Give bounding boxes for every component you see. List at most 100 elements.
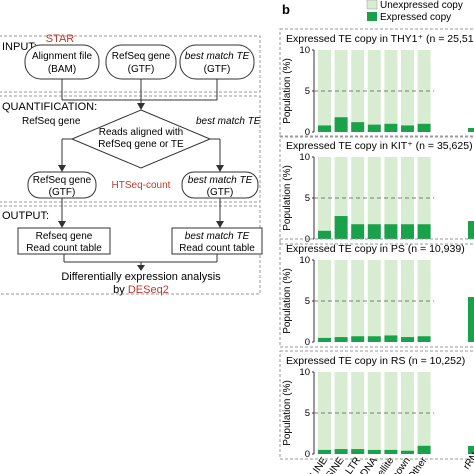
alignment-file-line1: Alignment file [32, 51, 92, 62]
chart-panel-4: Expressed TE copy in RS (n = 10,252) Popu… [279, 350, 474, 460]
chart-title: Expressed TE copy in THY1⁺ (n = 25,513) [286, 33, 474, 45]
bar-expressed [384, 224, 398, 239]
bar-expressed [384, 335, 398, 342]
alignment-file-line2: (BAM) [48, 64, 76, 75]
htseq-count-label: HTSeq-count [112, 180, 171, 191]
clipped-adjacent-bar [468, 297, 474, 342]
clipped-adjacent-bar [468, 446, 474, 454]
y-axis-label: Population (%) [282, 165, 293, 231]
bar-unexpressed [417, 157, 431, 239]
bar-expressed [351, 224, 365, 239]
bar-unexpressed [417, 372, 431, 454]
bar-expressed [318, 230, 331, 239]
legend-swatch-expressed [367, 12, 377, 21]
expressed-te-charts: b Unexpressed copy Expressed copy Expres… [279, 0, 474, 474]
chart-frame [279, 238, 474, 348]
bar-expressed [401, 337, 414, 342]
y-axis-label: Population (%) [282, 268, 293, 334]
charts-root: Expressed TE copy in THY1⁺ (n = 25,513) P… [279, 28, 474, 474]
bar-expressed [401, 125, 414, 132]
y-tick-label: 0 [305, 449, 310, 460]
best-match-gtf-line1: best match TE [188, 175, 253, 186]
bar-expressed [351, 122, 365, 132]
panel-b-letter: b [282, 2, 290, 17]
extra-category-label: rRNA [461, 445, 474, 472]
refseq-gene-input-line1: RefSeq gene [112, 51, 171, 62]
y-tick-label: 10 [299, 45, 310, 56]
bar-expressed [318, 337, 331, 342]
decision-diamond [70, 109, 212, 169]
bar-unexpressed [384, 372, 398, 454]
quantification-label: QUANTIFICATION: [2, 101, 97, 113]
bar-expressed [367, 336, 381, 342]
bar-expressed [334, 337, 348, 342]
chart-panel-1: Expressed TE copy in THY1⁺ (n = 25,513) P… [279, 28, 474, 138]
y-tick-label: 5 [305, 193, 310, 204]
bar-unexpressed [367, 50, 381, 132]
bar-expressed [351, 449, 365, 454]
clipped-adjacent-bar [468, 221, 474, 239]
bar-expressed [334, 117, 348, 132]
bar-unexpressed [384, 157, 398, 239]
best-match-te-input-line1: best match TE [185, 51, 250, 62]
chart-frame [279, 135, 474, 245]
bar-expressed [318, 449, 331, 454]
chart-title: Expressed TE copy in KIT⁺ (n = 35,625) [286, 140, 473, 152]
y-tick-label: 10 [299, 152, 310, 163]
bar-expressed [417, 336, 431, 342]
out-right-line1: best match TE [185, 231, 250, 242]
bar-unexpressed [367, 157, 381, 239]
bar-unexpressed [367, 260, 381, 342]
bar-expressed [417, 123, 431, 132]
input-label: INPUT: [2, 41, 37, 53]
pipeline-flowchart: INPUT: QUANTIFICATION: OUTPUT: STAR Alig… [0, 33, 263, 296]
bar-unexpressed [334, 372, 348, 454]
out-left-line2: Read count table [26, 243, 102, 254]
y-tick-label: 0 [305, 337, 310, 348]
bar-unexpressed [334, 260, 348, 342]
bar-unexpressed [334, 50, 348, 132]
output-label: OUTPUT: [2, 210, 49, 222]
chart-title: Expressed TE copy in RS (n = 10,252) [286, 355, 465, 367]
diamond-line2: RefSeq gene or TE [98, 139, 184, 150]
bar-expressed [334, 216, 348, 239]
input-section-frame [0, 35, 261, 93]
y-tick-label: 5 [305, 296, 310, 307]
refseq-read-count-box [17, 227, 111, 255]
bar-expressed [401, 224, 414, 239]
legend-unexpressed: Unexpressed copy [380, 0, 463, 11]
diamond-line1: Reads aligned with [99, 127, 184, 138]
bar-unexpressed [417, 50, 431, 132]
bar-unexpressed [384, 50, 398, 132]
y-axis-label: Population (%) [282, 58, 293, 124]
y-tick-label: 10 [299, 255, 310, 266]
bar-expressed [367, 449, 381, 454]
best-match-gtf-line2: (GTF) [207, 187, 234, 198]
bar-expressed [417, 224, 431, 239]
bar-expressed [367, 224, 381, 239]
chart-legend: Unexpressed copy Expressed copy [366, 0, 463, 23]
chart-frame [279, 350, 474, 460]
chart-frame [279, 28, 474, 138]
te-read-count-box [171, 227, 263, 255]
refseq-gtf-line1: RefSeq gene [33, 175, 92, 186]
bar-expressed [417, 445, 431, 454]
refseq-gtf-line2: (GTF) [49, 187, 76, 198]
y-tick-label: 5 [305, 408, 310, 419]
quantification-section-frame [0, 95, 261, 203]
bar-expressed [351, 336, 365, 342]
chart-panel-2: Expressed TE copy in KIT⁺ (n = 35,625) Po… [279, 135, 474, 245]
de-analysis-line2: by DESeq2 [113, 284, 169, 296]
bar-expressed [334, 449, 348, 454]
bar-expressed [318, 125, 331, 132]
y-tick-label: 5 [305, 86, 310, 97]
y-axis-label: Population (%) [282, 380, 293, 446]
bar-unexpressed [384, 260, 398, 342]
bar-expressed [384, 449, 398, 454]
chart-title: Expressed TE copy in PS (n = 10,939) [286, 243, 465, 255]
out-right-line2: Read count table [179, 243, 255, 254]
chart-panel-3: Expressed TE copy in PS (n = 10,939) Popu… [279, 238, 474, 348]
bar-unexpressed [417, 260, 431, 342]
bar-expressed [384, 123, 398, 132]
bar-expressed [401, 450, 414, 454]
